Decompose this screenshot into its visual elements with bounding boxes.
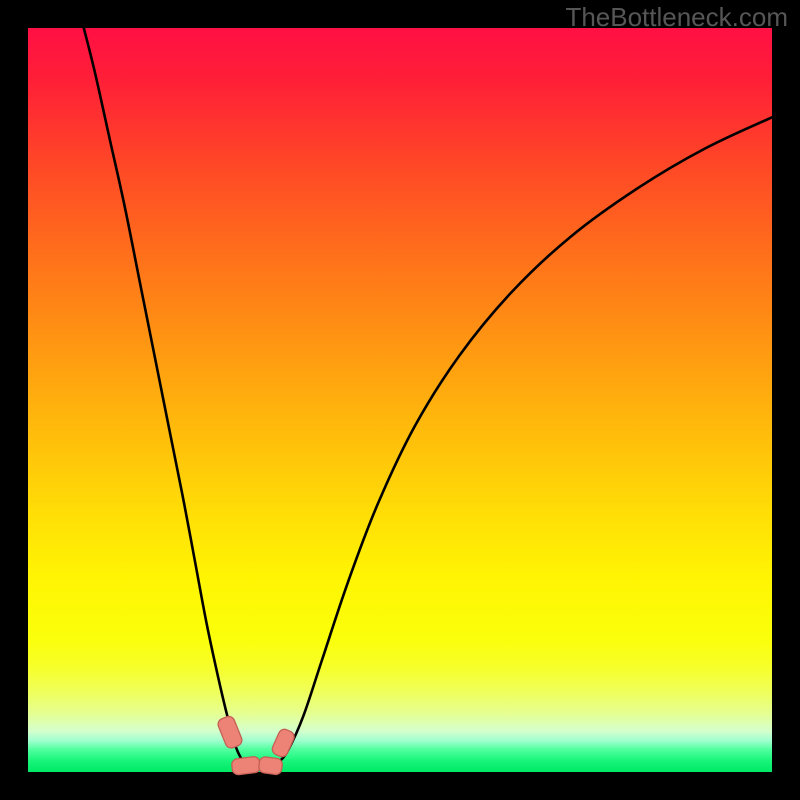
marker [258, 756, 283, 775]
plot-background [28, 28, 772, 772]
marker [231, 756, 261, 775]
chart-frame: TheBottleneck.com [0, 0, 800, 800]
watermark-label: TheBottleneck.com [565, 2, 788, 33]
bottleneck-chart [0, 0, 800, 800]
